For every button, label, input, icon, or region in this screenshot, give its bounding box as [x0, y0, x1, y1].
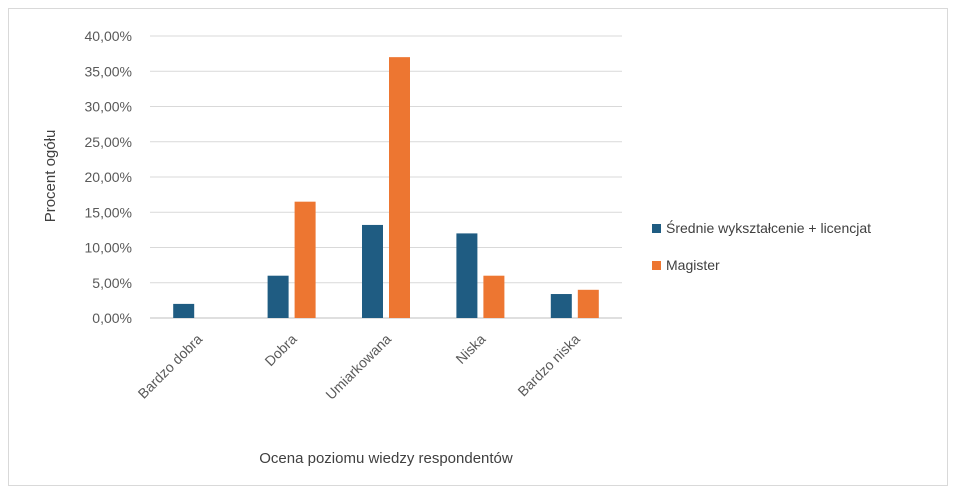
bar-srednie-licencjat — [173, 303, 195, 318]
y-tick-label: 20,00% — [85, 169, 132, 185]
bar-srednie-licencjat — [362, 224, 383, 318]
y-tick-label: 10,00% — [85, 240, 132, 256]
y-axis-ticks: 0,00% 5,00% 10,00% 15,00% 20,00% 25,00% 30,00%… — [85, 28, 132, 326]
y-tick-label: 0,00% — [92, 310, 132, 326]
x-tick-label: Bardzo dobra — [135, 331, 206, 402]
legend-swatch — [652, 261, 661, 270]
y-tick-label: 35,00% — [85, 63, 132, 79]
x-tick-label: Dobra — [261, 331, 299, 369]
x-tick-label: Umiarkowana — [322, 331, 394, 403]
y-axis-title: Procent ogółu — [42, 130, 59, 223]
x-tick-label: Bardzo niska — [514, 331, 583, 400]
legend: Średnie wykształcenie + licencjat Magiste… — [652, 219, 871, 273]
legend-label: Magister — [666, 257, 720, 273]
y-tick-label: 5,00% — [92, 275, 132, 291]
bar-srednie-licencjat — [267, 275, 289, 318]
legend-swatch — [652, 224, 661, 233]
x-tick-label: Niska — [452, 331, 488, 367]
bar-magister — [294, 201, 316, 318]
bar-magister — [389, 57, 410, 319]
x-axis-title: Ocena poziomu wiedzy respondentów — [259, 450, 513, 467]
bars — [173, 57, 599, 319]
y-tick-label: 40,00% — [85, 28, 132, 44]
bar-srednie-licencjat — [456, 233, 478, 318]
bar-srednie-licencjat — [550, 294, 572, 318]
legend-label: Średnie wykształcenie + licencjat — [666, 219, 871, 236]
gridlines — [150, 35, 622, 319]
y-tick-label: 30,00% — [85, 99, 132, 115]
bar-magister — [483, 275, 505, 318]
y-tick-label: 25,00% — [85, 134, 132, 150]
y-tick-label: 15,00% — [85, 204, 132, 220]
bar-magister — [577, 289, 599, 318]
x-axis-ticks: Bardzo dobra Dobra Umiarkowana Niska Bardzo … — [135, 331, 584, 403]
